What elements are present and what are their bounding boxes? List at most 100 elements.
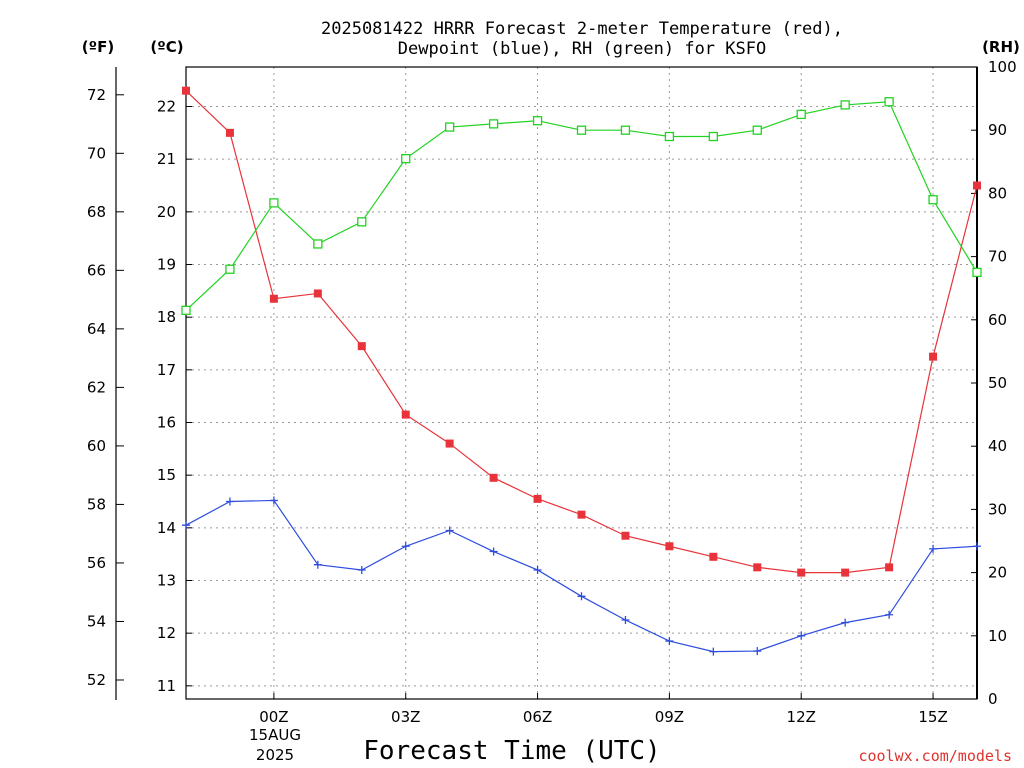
series-line-dewpoint: [185, 499, 978, 653]
axes: 11 12 13 14 15 16 17 18 19 20 21 22 52 54 56 58 60 62 64 66…: [87, 58, 1017, 726]
dewpoint-point: [885, 610, 894, 619]
temperature-point: [313, 289, 322, 298]
rh-point: [752, 125, 762, 135]
plot-frame: [185, 66, 978, 700]
fahrenheit-tick-label: 64: [87, 320, 106, 338]
temperature-point: [489, 473, 498, 482]
temperature-point: [357, 342, 366, 351]
fahrenheit-tick-label: 58: [87, 495, 106, 513]
fahrenheit-tick-label: 68: [87, 203, 106, 221]
dewpoint-point: [225, 497, 234, 506]
celsius-tick-label: 11: [157, 677, 176, 695]
rh-tick-label: 70: [988, 248, 1007, 266]
rh-point: [532, 116, 543, 126]
celsius-tick-label: 14: [157, 519, 176, 537]
fahrenheit-tick-label: 56: [87, 554, 106, 572]
fahrenheit-tick-label: 52: [87, 671, 106, 689]
x-tick-label: 00Z: [259, 708, 288, 726]
dewpoint-point: [489, 547, 498, 556]
rh-point: [313, 239, 323, 249]
dewpoint-point: [709, 647, 718, 656]
celsius-tick-label: 20: [157, 203, 176, 221]
temperature-point: [445, 439, 454, 448]
rh-point: [664, 131, 675, 142]
dewpoint-point: [533, 565, 542, 574]
rh-tick-label: 90: [988, 121, 1007, 139]
celsius-tick-label: 21: [157, 150, 176, 168]
celsius-tick-label: 12: [157, 624, 176, 642]
celsius-tick-label: 17: [157, 361, 176, 379]
rh-point: [576, 125, 587, 135]
dewpoint-point: [577, 592, 586, 601]
celsius-tick-label: 22: [157, 98, 176, 116]
temperature-point: [225, 128, 234, 137]
dewpoint-point: [445, 526, 454, 535]
temperature-point: [929, 352, 938, 361]
temperature-point: [973, 181, 981, 190]
dewpoint-point: [841, 618, 850, 627]
fahrenheit-tick-label: 62: [87, 378, 106, 396]
temperature-point: [621, 531, 630, 540]
temperature-point: [885, 563, 894, 572]
fahrenheit-tick-label: 72: [87, 86, 106, 104]
dewpoint-point: [929, 544, 938, 553]
x-tick-label: 12Z: [787, 708, 816, 726]
rh-tick-label: 20: [988, 564, 1007, 582]
temperature-point: [753, 563, 762, 572]
dewpoint-point: [797, 631, 806, 640]
rh-tick-label: 100: [988, 58, 1017, 76]
chart-title-line1: 2025081422 HRRR Forecast 2-meter Tempera…: [321, 19, 843, 39]
rh-tick-label: 0: [988, 690, 998, 708]
temperature-point: [709, 552, 718, 561]
rh-tick-label: 40: [988, 437, 1007, 455]
rh-point: [840, 100, 850, 110]
temperature-point: [577, 510, 586, 519]
series: [181, 86, 982, 656]
rh-point: [620, 125, 631, 135]
celsius-tick-label: 16: [157, 414, 176, 432]
temperature-point: [797, 568, 806, 577]
grid: [186, 67, 977, 699]
fahrenheit-unit-label: (ºF): [82, 38, 114, 56]
temperature-point: [533, 494, 542, 503]
rh-point: [401, 153, 411, 164]
rh-point: [708, 131, 718, 142]
temperature-point: [401, 410, 410, 419]
temperature-point: [182, 86, 190, 95]
chart-title-line2: Dewpoint (blue), RH (green) for KSFO: [398, 39, 766, 59]
rh-point: [181, 305, 191, 315]
fahrenheit-tick-label: 60: [87, 437, 106, 455]
rh-point: [928, 195, 938, 205]
rh-point: [225, 264, 235, 274]
rh-point: [445, 122, 455, 132]
x-tick-label: 09Z: [655, 708, 684, 726]
x-tick-label: 06Z: [523, 708, 552, 726]
fahrenheit-tick-label: 70: [87, 144, 106, 162]
rh-point: [972, 267, 982, 278]
dewpoint-point: [313, 560, 322, 569]
rh-point: [488, 119, 499, 129]
celsius-tick-label: 15: [157, 466, 176, 484]
fahrenheit-tick-label: 54: [87, 612, 106, 630]
celsius-tick-label: 13: [157, 572, 176, 590]
temperature-point: [665, 542, 674, 551]
dewpoint-point: [753, 647, 762, 656]
rh-unit-label: (RH): [982, 38, 1020, 56]
rh-tick-label: 80: [988, 184, 1007, 202]
x-axis-label: Forecast Time (UTC): [363, 736, 660, 766]
rh-point: [357, 217, 367, 227]
rh-tick-label: 60: [988, 311, 1007, 329]
celsius-unit-label: (ºC): [150, 38, 183, 56]
credit-label: coolwx.com/models: [858, 747, 1012, 765]
rh-point: [884, 97, 894, 107]
dewpoint-point: [401, 542, 410, 551]
temperature-point: [269, 294, 278, 303]
rh-point: [269, 198, 279, 208]
temperature-point: [841, 568, 850, 577]
celsius-tick-label: 19: [157, 256, 176, 274]
rh-tick-label: 30: [988, 500, 1007, 518]
dewpoint-point: [357, 565, 366, 574]
dewpoint-point: [182, 521, 190, 530]
rh-point: [796, 109, 806, 120]
